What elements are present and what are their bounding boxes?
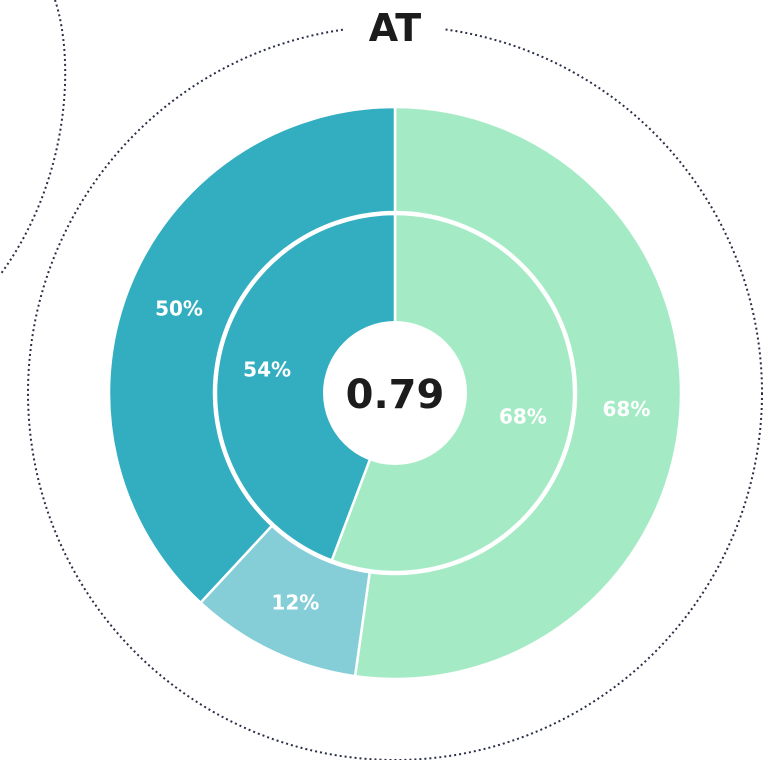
- slice-labels: 68% 12% 50% 68% 54%: [155, 296, 650, 614]
- outer-slice-label-0: 68%: [602, 397, 650, 421]
- inner-slice-label-0: 68%: [499, 404, 547, 428]
- title-backdrop: [345, 0, 443, 54]
- outer-slice-label-2: 50%: [155, 296, 203, 320]
- inner-slice-label-1: 54%: [243, 358, 291, 382]
- chart-title: AT: [369, 6, 421, 50]
- outer-dotted-ring: [27, 25, 763, 760]
- center-hole: [323, 321, 467, 465]
- inner-slice-1: [214, 212, 397, 563]
- outer-slice-label-1: 12%: [271, 591, 319, 615]
- outer-ring: [107, 105, 683, 681]
- neighbor-ring-arc: [0, 0, 67, 276]
- outer-slice-2: [107, 105, 397, 605]
- outer-slice-0: [353, 105, 683, 681]
- center-value: 0.79: [346, 372, 445, 418]
